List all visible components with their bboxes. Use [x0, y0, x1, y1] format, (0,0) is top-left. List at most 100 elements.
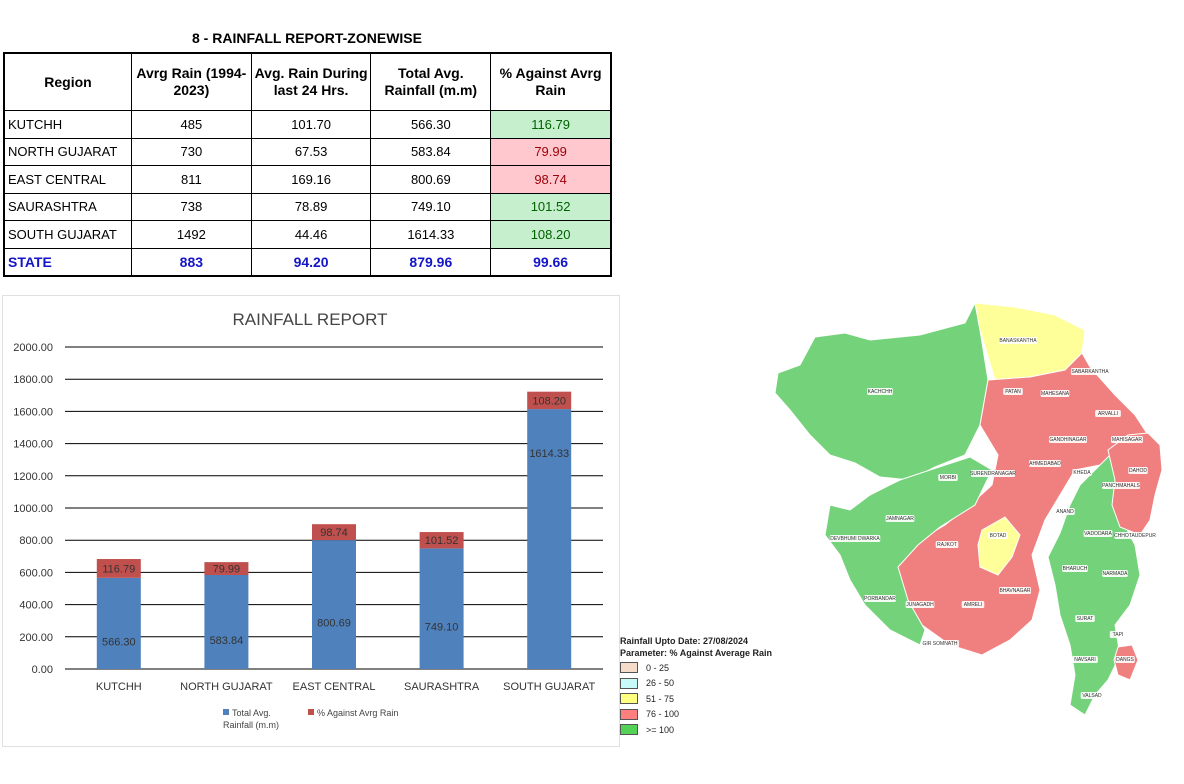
table-row: SOUTH GUJARAT 1492 44.46 1614.33 108.20 — [3, 220, 612, 249]
map-district-label: SURAT — [1077, 616, 1094, 622]
y-tick-label: 1000.00 — [13, 503, 53, 515]
map-region-botad — [977, 516, 1021, 576]
x-tick-label: SAURASHTRA — [404, 681, 480, 693]
map-district-label: DANGS — [1116, 657, 1134, 663]
map-district-label: ANAND — [1056, 509, 1074, 515]
legend-swatch — [620, 708, 638, 720]
legend-label: Rainfall (m.m) — [223, 720, 279, 730]
bar-total — [312, 540, 356, 669]
map-label-bg — [905, 601, 935, 608]
col-header-avg-rain: Avrg Rain (1994-2023) — [130, 52, 252, 111]
data-label: 98.74 — [320, 527, 348, 539]
cell-last-24: 78.89 — [250, 192, 372, 221]
legend-label: 51 - 75 — [646, 693, 675, 704]
legend-swatch — [620, 724, 638, 736]
map-district-label: RAJKOT — [937, 542, 957, 548]
map-label-bg — [1080, 692, 1104, 699]
map-district-label: PORBANDAR — [864, 596, 896, 602]
map-label-bg — [1072, 656, 1098, 663]
map-label-bg — [1115, 656, 1135, 663]
data-label: 101.52 — [425, 535, 459, 547]
cell-avg-rain: 883 — [130, 247, 252, 277]
cell-pct: 108.20 — [490, 220, 612, 249]
map-district-label: BHAVNAGAR — [999, 588, 1030, 594]
map-district-label: BHARUCH — [1063, 566, 1088, 572]
x-tick-label: KUTCHH — [96, 681, 142, 693]
cell-pct: 101.52 — [490, 192, 612, 221]
map-label-bg — [938, 474, 958, 481]
legend-item: 76 - 100 — [620, 707, 772, 723]
cell-last-24: 44.46 — [250, 220, 372, 249]
cell-region: NORTH GUJARAT — [3, 137, 132, 166]
map-district-label: KHEDA — [1073, 470, 1091, 476]
bar-pct — [419, 532, 464, 549]
map-district-label: SABARKANTHA — [1071, 369, 1109, 375]
map-label-bg — [867, 388, 893, 395]
map-district-label: DAHOD — [1129, 468, 1147, 474]
y-tick-label: 0.00 — [32, 664, 53, 676]
bar-pct — [96, 559, 141, 578]
bar-total — [96, 577, 141, 669]
bar-pct — [312, 524, 356, 541]
cell-region: SAURASHTRA — [3, 192, 132, 221]
y-tick-label: 1800.00 — [13, 374, 53, 386]
x-tick-label: SOUTH GUJARAT — [503, 681, 595, 693]
data-label: 79.99 — [213, 564, 241, 576]
x-tick-label: EAST CENTRAL — [293, 681, 376, 693]
cell-pct: 99.66 — [490, 247, 612, 277]
map-label-bg — [1062, 565, 1088, 572]
map-district-label: VADODARA — [1084, 531, 1112, 537]
data-label: 116.79 — [102, 563, 135, 575]
legend-label: >= 100 — [646, 724, 675, 735]
cell-total: 749.10 — [370, 192, 492, 221]
map-district-label: CHHOTAUDEPUR — [1114, 533, 1156, 539]
map-label-bg — [1048, 436, 1088, 443]
cell-pct: 116.79 — [490, 110, 612, 139]
state-row: STATE 883 94.20 879.96 99.66 — [3, 247, 612, 277]
data-label: 1614.33 — [529, 448, 569, 460]
data-label: 583.84 — [210, 635, 244, 647]
map-label-bg — [885, 515, 915, 522]
map-district-label: AHMEDABAD — [1029, 461, 1061, 467]
bar-pct — [204, 562, 249, 576]
cell-region: SOUTH GUJARAT — [3, 220, 132, 249]
legend-swatch — [620, 693, 638, 705]
map-district-label: GIR SOMNATH — [923, 641, 958, 647]
map-label-bg — [970, 470, 1016, 477]
cell-last-24: 101.70 — [250, 110, 372, 139]
map-svg: BANASKANTHA KACHCHH PATAN MAHESANA SABARKANT… — [774, 301, 1163, 716]
cell-last-24: 67.53 — [250, 137, 372, 166]
cell-total: 879.96 — [370, 247, 492, 277]
cell-last-24: 169.16 — [250, 165, 372, 194]
cell-pct: 79.99 — [490, 137, 612, 166]
chart-title: RAINFALL REPORT — [233, 310, 388, 329]
bar-total — [204, 575, 249, 669]
map-label-bg — [998, 337, 1038, 344]
table-row: NORTH GUJARAT 730 67.53 583.84 79.99 — [3, 137, 612, 166]
cell-avg-rain: 811 — [130, 165, 252, 194]
data-label: 108.20 — [532, 395, 566, 407]
map-district-label: ARVALLI — [1098, 411, 1118, 417]
cell-region: STATE — [3, 247, 132, 277]
map-district-label: BANASKANTHA — [999, 338, 1037, 344]
map-label-bg — [1128, 467, 1148, 474]
map-district-label: MAHESANA — [1041, 391, 1070, 397]
legend-swatch — [620, 677, 638, 689]
map-district-label: BOTAD — [990, 533, 1007, 539]
y-tick-label: 400.00 — [19, 600, 53, 612]
col-header-last-24: Avg. Rain During last 24 Hrs. — [250, 52, 372, 111]
x-tick-label: NORTH GUJARAT — [180, 681, 273, 693]
map-district-label: NARMADA — [1102, 571, 1128, 577]
map-label-bg — [1029, 460, 1061, 467]
map-label-bg — [1114, 532, 1156, 539]
map-district-label: VALSAD — [1082, 693, 1102, 699]
legend-parameter: Parameter: % Against Average Rain — [620, 648, 773, 658]
legend-item: >= 100 — [620, 722, 772, 738]
map-label-bg — [1040, 390, 1070, 397]
cell-total: 583.84 — [370, 137, 492, 166]
map-district-label: MAHISAGAR — [1112, 437, 1142, 443]
data-label: 566.30 — [102, 636, 136, 648]
map-label-bg — [1070, 368, 1110, 375]
data-label: 749.10 — [425, 622, 459, 634]
cell-region: KUTCHH — [3, 110, 132, 139]
